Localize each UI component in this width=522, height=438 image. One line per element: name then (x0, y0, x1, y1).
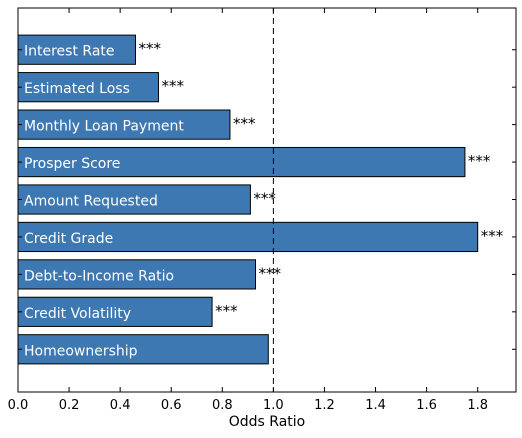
bar-category-label: Credit Grade (24, 231, 113, 247)
x-tick-label: 0.6 (161, 398, 182, 413)
bar-debt-to-income-ratio (17, 259, 257, 290)
significance-marker: *** (138, 40, 161, 58)
bar-category-label: Prosper Score (24, 156, 120, 172)
bar-amount-requested (17, 184, 251, 215)
bar-credit-volatility (17, 296, 213, 327)
x-tick-label: 0.0 (8, 398, 29, 413)
bar-category-label: Interest Rate (24, 44, 115, 60)
bar-category-label: Credit Volatility (24, 306, 131, 322)
bar-category-label: Homeownership (24, 343, 138, 359)
x-tick-label: 1.2 (314, 398, 335, 413)
bars-layer: Interest Rate *** Estimated Loss *** Monthly… (17, 34, 504, 365)
x-tick-label: 1.6 (416, 398, 437, 413)
bar-estimated-loss (17, 72, 159, 103)
bar-homeownership (17, 334, 269, 365)
bar-interest-rate (17, 34, 136, 65)
significance-marker: *** (259, 264, 282, 282)
x-axis-label: Odds Ratio (229, 414, 305, 430)
bar-category-label: Amount Requested (24, 194, 158, 210)
bar-category-label: Estimated Loss (24, 81, 130, 97)
x-tick-label: 1.4 (365, 398, 386, 413)
x-tick-label: 0.8 (212, 398, 233, 413)
bar-category-label: Debt-to-Income Ratio (24, 268, 174, 284)
x-tick-label: 0.2 (59, 398, 80, 413)
x-tick-label: 1.8 (467, 398, 488, 413)
significance-marker: *** (481, 227, 504, 245)
bar-prosper-score (17, 146, 466, 178)
significance-marker: *** (215, 302, 238, 320)
x-tick-label: 1.0 (263, 398, 284, 413)
significance-marker: *** (468, 152, 491, 170)
bar-credit-grade (17, 221, 479, 253)
x-axis-ticks: 0.0 0.2 0.4 0.6 0.8 1.0 1.2 1.4 1.6 1.8 (8, 8, 488, 413)
bar-monthly-loan-payment (17, 109, 231, 140)
significance-marker: *** (161, 77, 184, 95)
significance-marker: *** (253, 190, 276, 208)
y-axis-ticks (18, 49, 516, 350)
bar-category-label: Monthly Loan Payment (24, 119, 184, 135)
significance-marker: *** (233, 115, 256, 133)
x-tick-label: 0.4 (110, 398, 131, 413)
